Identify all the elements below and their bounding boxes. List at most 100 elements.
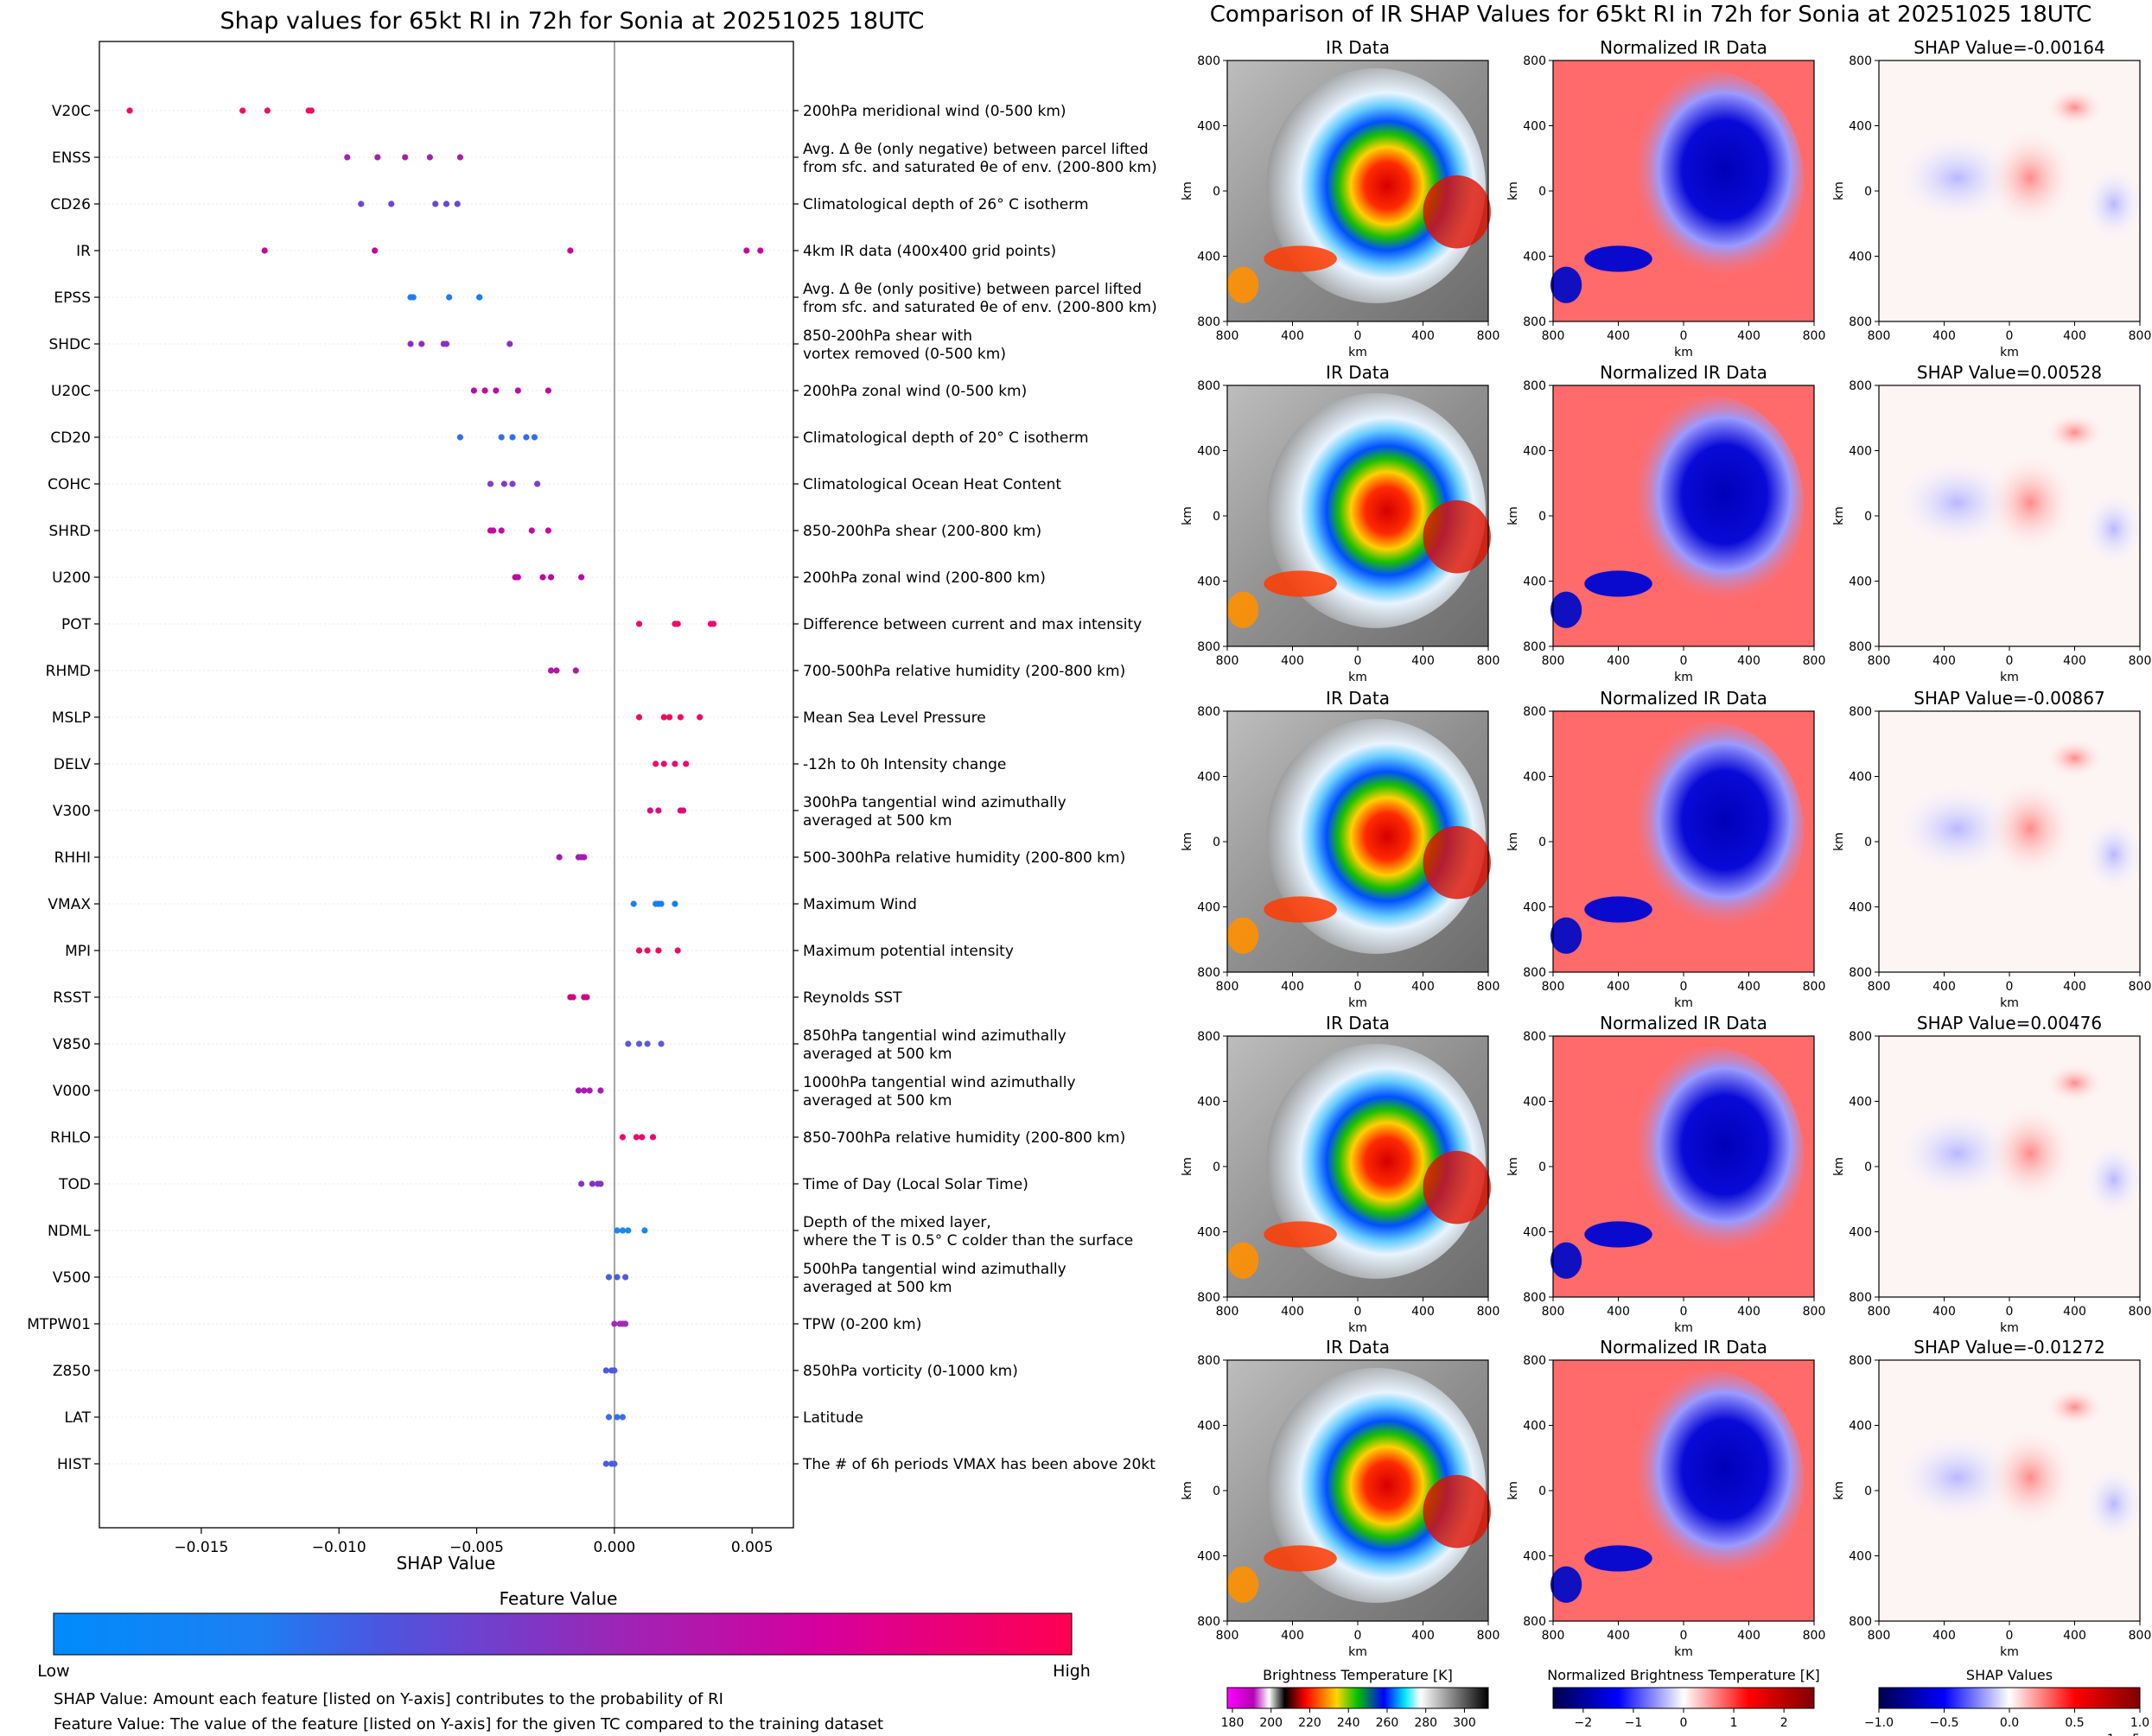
shap-point — [567, 247, 574, 254]
x-axis-label: SHAP Value — [397, 1553, 496, 1574]
colorbar-tick-label: 260 — [1376, 1716, 1399, 1730]
feature-description-label: averaged at 500 km — [803, 1279, 952, 1296]
shap-point — [374, 154, 381, 161]
y-axis-label: km — [1181, 832, 1194, 851]
shap-point — [639, 1134, 646, 1141]
shap-point — [481, 387, 488, 394]
feature-description-label: TPW (0-200 km) — [802, 1316, 921, 1333]
x-tick-label: −0.005 — [449, 1539, 504, 1556]
y-tick-label: 400 — [1849, 1550, 1872, 1564]
feature-description-label: from sfc. and saturated θe of env. (200-… — [803, 159, 1157, 176]
feature-description-label: 4km IR data (400x400 grid points) — [803, 243, 1056, 260]
shap-point — [649, 1134, 657, 1141]
feature-name-label: SHDC — [48, 336, 91, 353]
x-axis-label: km — [1348, 346, 1367, 359]
feature-description-label: Mean Sea Level Pressure — [803, 709, 986, 727]
shap-point — [239, 107, 246, 114]
colorbar-title: Brightness Temperature [K] — [1263, 1667, 1453, 1683]
y-tick-label: 400 — [1523, 1096, 1546, 1110]
y-tick-label: 0 — [1213, 1161, 1220, 1174]
x-tick-label: 400 — [1607, 654, 1630, 668]
feature-name-label: VMAX — [48, 896, 91, 913]
ir-panel-title: IR Data — [1326, 37, 1390, 58]
feature-description-label: where the T is 0.5° C colder than the su… — [803, 1232, 1133, 1250]
x-tick-label: 800 — [1216, 329, 1239, 343]
shap-point — [514, 387, 521, 394]
y-axis-label: km — [1506, 1481, 1520, 1500]
shap-negative-region — [2082, 489, 2146, 569]
feature-description-label: averaged at 500 km — [803, 1046, 952, 1063]
x-tick-label: 0 — [2006, 1305, 2014, 1319]
feature-description-label: 500-300hPa relative humidity (200-800 km… — [803, 849, 1125, 867]
shap-negative-region — [2082, 1464, 2146, 1543]
x-axis-label: km — [2000, 996, 2019, 1010]
shap-point — [619, 1227, 627, 1234]
y-tick-label: 800 — [1849, 54, 1872, 68]
y-axis-label: km — [1832, 1481, 1846, 1500]
shap-point — [410, 294, 417, 301]
shap-point — [635, 714, 643, 721]
x-axis-label: km — [1348, 671, 1367, 684]
y-tick-label: 800 — [1523, 315, 1546, 329]
y-tick-label: 400 — [1197, 1096, 1220, 1110]
shap-point — [572, 667, 579, 674]
shap-point — [534, 480, 541, 487]
shap-point — [672, 900, 678, 907]
x-tick-label: 800 — [2129, 980, 2152, 994]
y-axis-label: km — [1832, 506, 1846, 525]
y-tick-label: 400 — [1849, 771, 1872, 785]
shap-negative-region — [2082, 815, 2146, 894]
y-tick-label: 400 — [1523, 1226, 1546, 1240]
x-tick-label: 800 — [1477, 1629, 1500, 1643]
y-tick-label: 400 — [1849, 120, 1872, 134]
x-tick-label: 0 — [1354, 654, 1362, 668]
feature-name-label: CD26 — [50, 196, 91, 213]
shap-point — [611, 1320, 618, 1327]
shap-point — [454, 200, 461, 207]
x-tick-label: 800 — [2129, 329, 2152, 343]
x-tick-label: 400 — [2063, 1305, 2086, 1319]
chart-title: Shap values for 65kt RI in 72h for Sonia… — [220, 8, 924, 35]
ir-storm-cloud — [1266, 1044, 1486, 1279]
shap-point — [544, 387, 552, 394]
normalized-storm-cloud — [1615, 396, 1804, 615]
x-axis-label: km — [2000, 346, 2019, 359]
normalized-panel-title: Normalized IR Data — [1600, 37, 1767, 58]
x-axis-label: km — [1674, 671, 1693, 684]
x-tick-label: 400 — [1411, 1629, 1435, 1643]
shap-point — [602, 1367, 609, 1374]
feature-description-label: Avg. Δ θe (only positive) between parcel… — [803, 281, 1142, 298]
ir-cloud-band — [1264, 245, 1337, 272]
x-tick-label: 800 — [1542, 1305, 1565, 1319]
y-tick-label: 800 — [1523, 1354, 1546, 1368]
y-tick-label: 800 — [1197, 1030, 1220, 1044]
x-tick-label: 400 — [1281, 980, 1304, 994]
shap-panel-title: SHAP Value=-0.00164 — [1913, 37, 2104, 58]
colorbar-tick-label: 180 — [1221, 1716, 1245, 1730]
shap-point — [641, 1227, 648, 1234]
shap-point — [442, 200, 450, 207]
shap-point — [644, 1040, 651, 1047]
feature-description-label: -12h to 0h Intensity change — [803, 756, 1006, 773]
shap-point — [630, 900, 637, 907]
y-tick-label: 400 — [1197, 120, 1220, 134]
feature-name-label: POT — [61, 616, 92, 633]
y-tick-label: 400 — [1197, 1550, 1220, 1564]
feature-name-label: ENSS — [52, 149, 91, 167]
y-tick-label: 800 — [1849, 1354, 1872, 1368]
feature-description-label: 200hPa zonal wind (200-800 km) — [803, 569, 1046, 587]
shap-point — [583, 994, 590, 1001]
panel-colorbar — [1552, 1687, 1815, 1709]
x-tick-label: −0.015 — [174, 1539, 228, 1556]
y-tick-label: 0 — [1538, 836, 1546, 849]
feature-name-label: COHC — [48, 476, 91, 493]
feature-description-label: Difference between current and max inten… — [803, 616, 1142, 633]
ir-convective-cell — [1423, 1150, 1492, 1224]
ir-cloud-band — [1264, 570, 1337, 597]
x-tick-label: 400 — [1737, 654, 1760, 668]
y-tick-label: 800 — [1197, 1615, 1220, 1629]
x-tick-label: 400 — [1932, 1629, 1956, 1643]
feature-value-colorbar — [53, 1612, 1073, 1656]
x-tick-label: 400 — [1281, 654, 1304, 668]
shap-point — [539, 574, 546, 581]
